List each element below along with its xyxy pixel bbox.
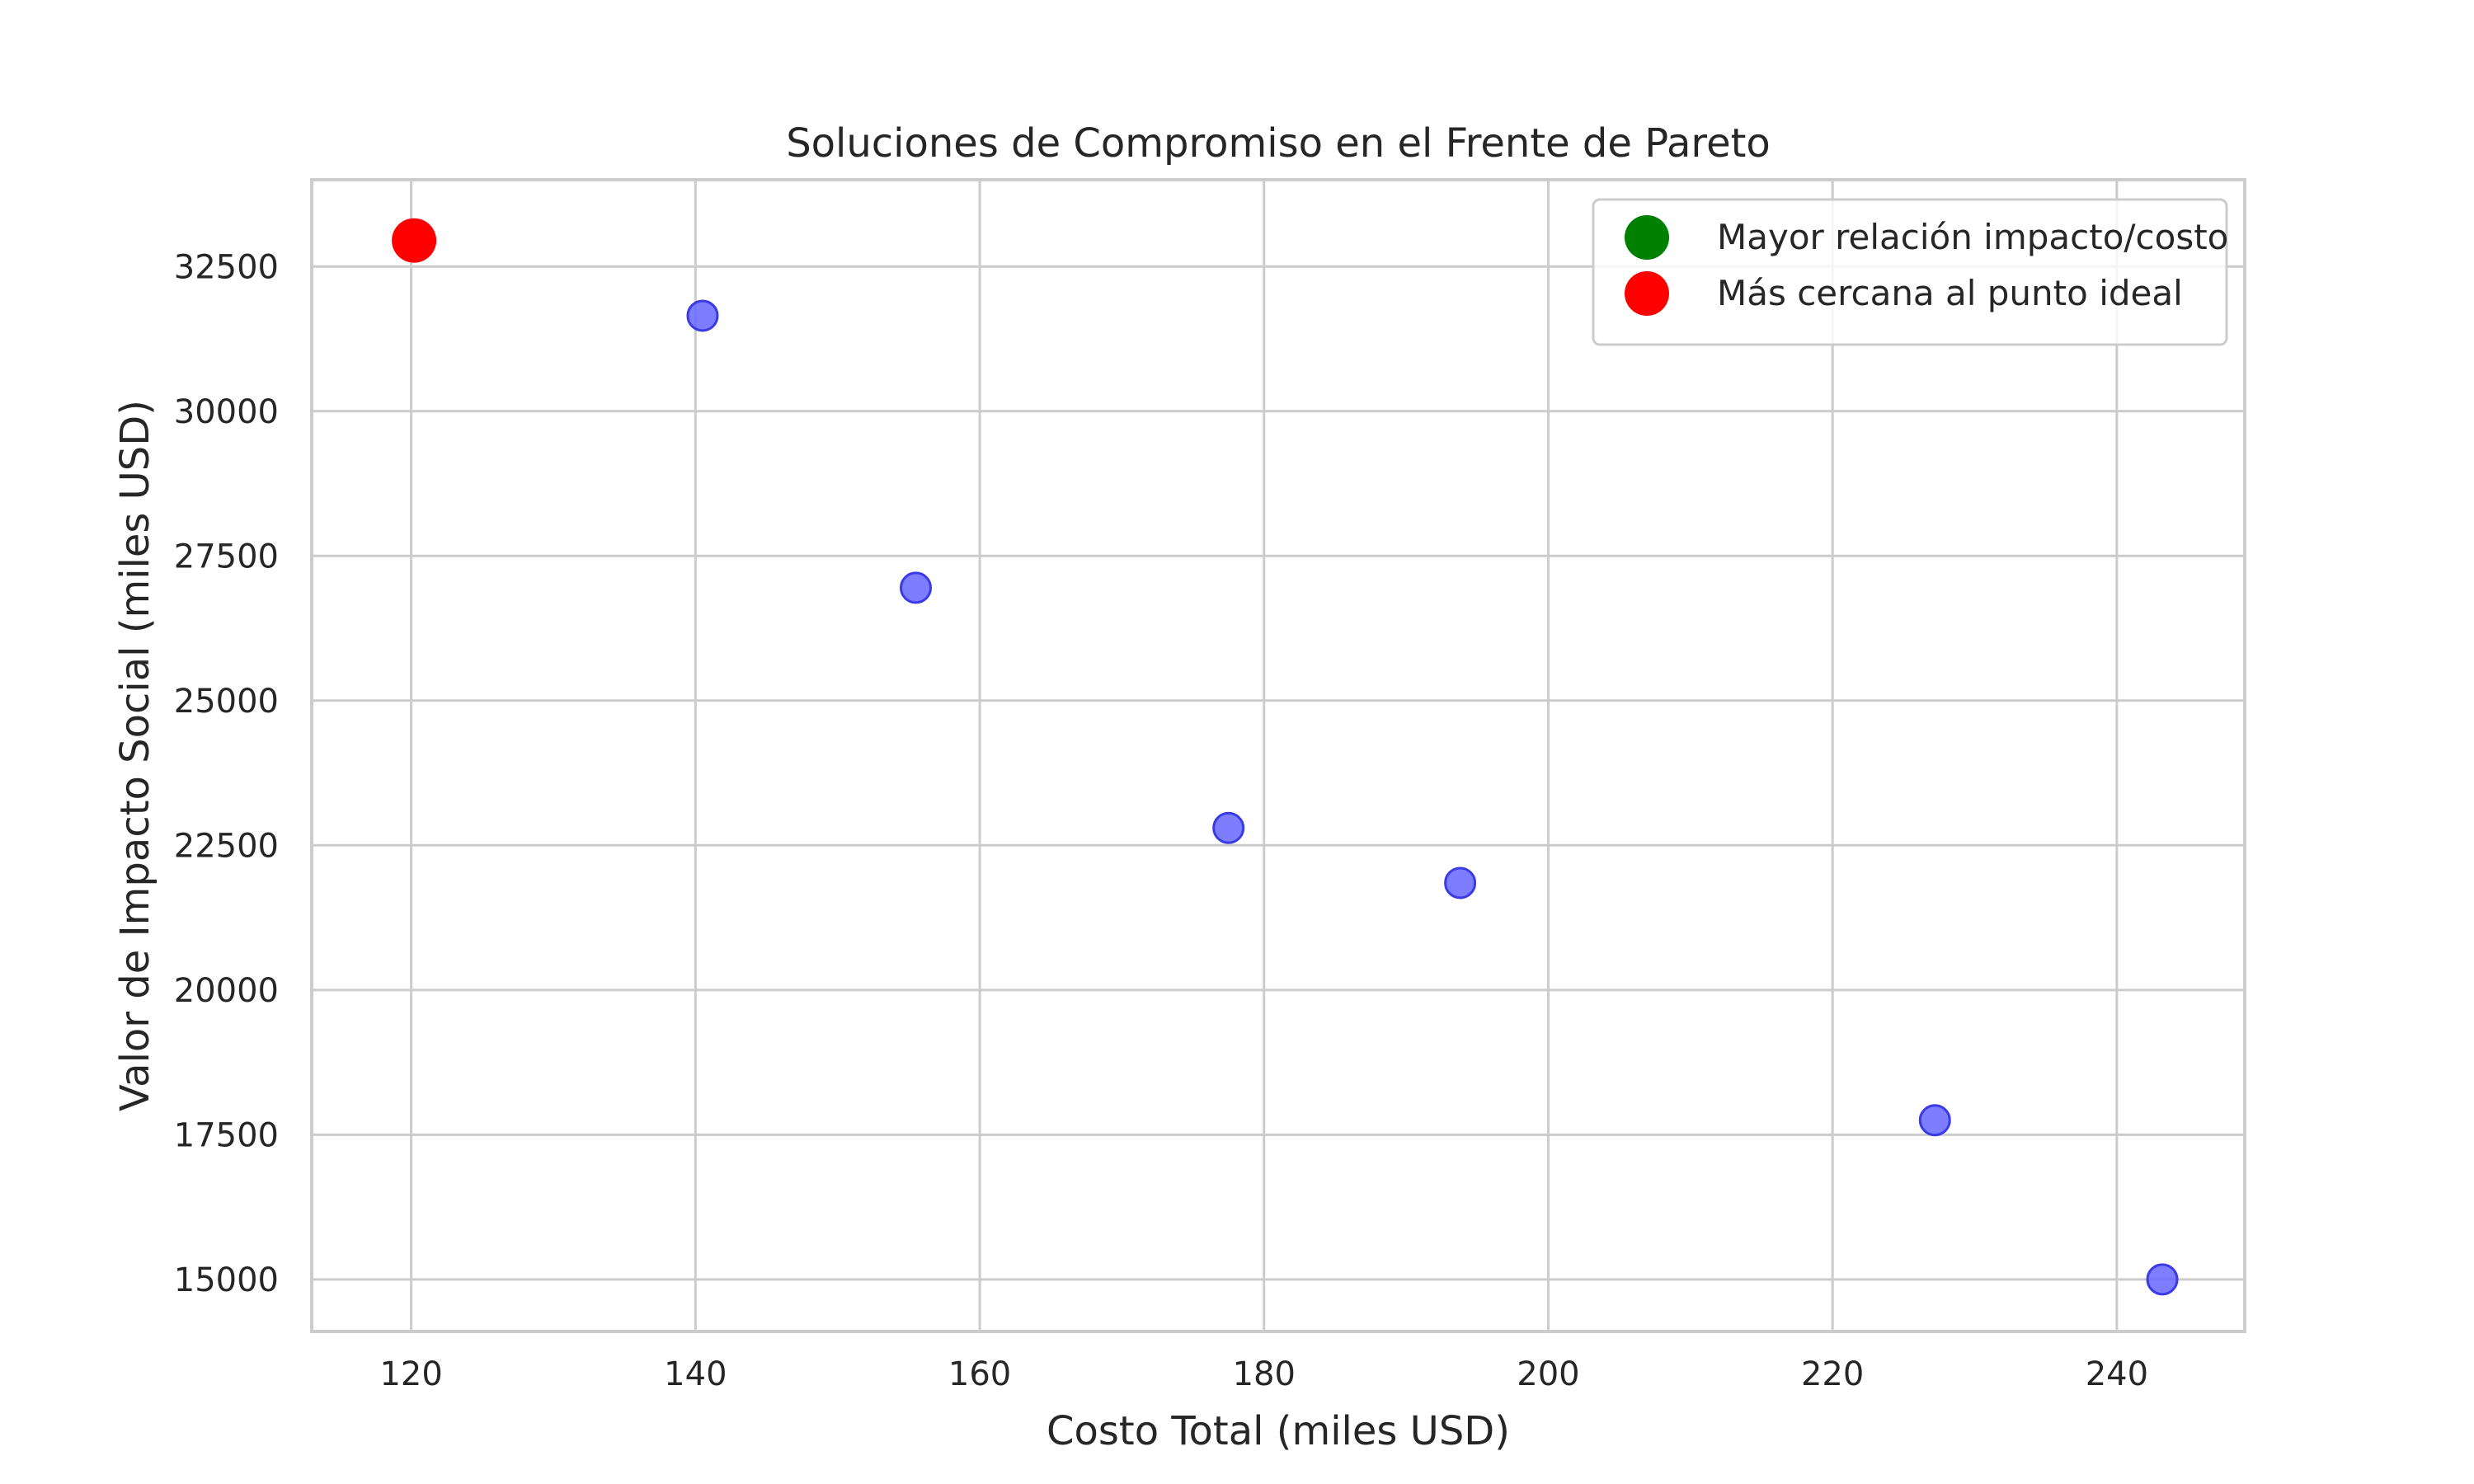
y-tick-label: 17500 <box>174 1116 279 1154</box>
pareto-point <box>686 299 719 332</box>
data-points <box>392 218 2179 1296</box>
y-tick-label: 20000 <box>174 972 279 1010</box>
y-tick-label: 15000 <box>174 1261 279 1299</box>
y-tick-label: 27500 <box>174 538 279 575</box>
plot-frame <box>310 178 2246 1333</box>
chart-title: Soluciones de Compromiso en el Frente de… <box>786 120 1771 167</box>
legend-marker <box>1625 215 1669 260</box>
y-tick-label: 25000 <box>174 683 279 721</box>
y-tick-label: 32500 <box>174 248 279 286</box>
x-tick-label: 120 <box>379 1355 442 1393</box>
pareto-point <box>1212 811 1245 844</box>
pareto-point <box>900 571 932 604</box>
y-axis-ticks: 15000 17500 20000 22500 25000 27500 30000 32500 <box>174 248 279 1299</box>
pareto-point <box>2146 1263 2179 1296</box>
highlight-point <box>392 218 437 263</box>
y-axis-label: Valor de Impacto Social (miles USD) <box>112 400 158 1111</box>
legend-box <box>1592 198 2228 346</box>
x-axis-label: Costo Total (miles USD) <box>1047 1408 1510 1454</box>
grid <box>312 180 2245 1331</box>
y-tick-label: 30000 <box>174 393 279 431</box>
x-tick-label: 220 <box>1801 1355 1864 1393</box>
legend-entry: Más cercana al punto ideal <box>1717 273 2183 313</box>
x-tick-label: 160 <box>948 1355 1011 1393</box>
x-tick-label: 180 <box>1233 1355 1296 1393</box>
pareto-point <box>1918 1104 1951 1137</box>
x-tick-label: 200 <box>1517 1355 1579 1393</box>
x-tick-label: 140 <box>664 1355 727 1393</box>
legend-marker <box>1625 271 1669 316</box>
legend: Mayor relación impacto/costo Más cercana … <box>1592 198 2228 346</box>
legend-entry: Mayor relación impacto/costo <box>1717 217 2228 257</box>
x-tick-label: 240 <box>2086 1355 2148 1393</box>
y-tick-label: 22500 <box>174 827 279 865</box>
pareto-point <box>1444 866 1477 899</box>
x-axis-ticks: 120 140 160 180 200 220 240 <box>379 1355 2148 1393</box>
